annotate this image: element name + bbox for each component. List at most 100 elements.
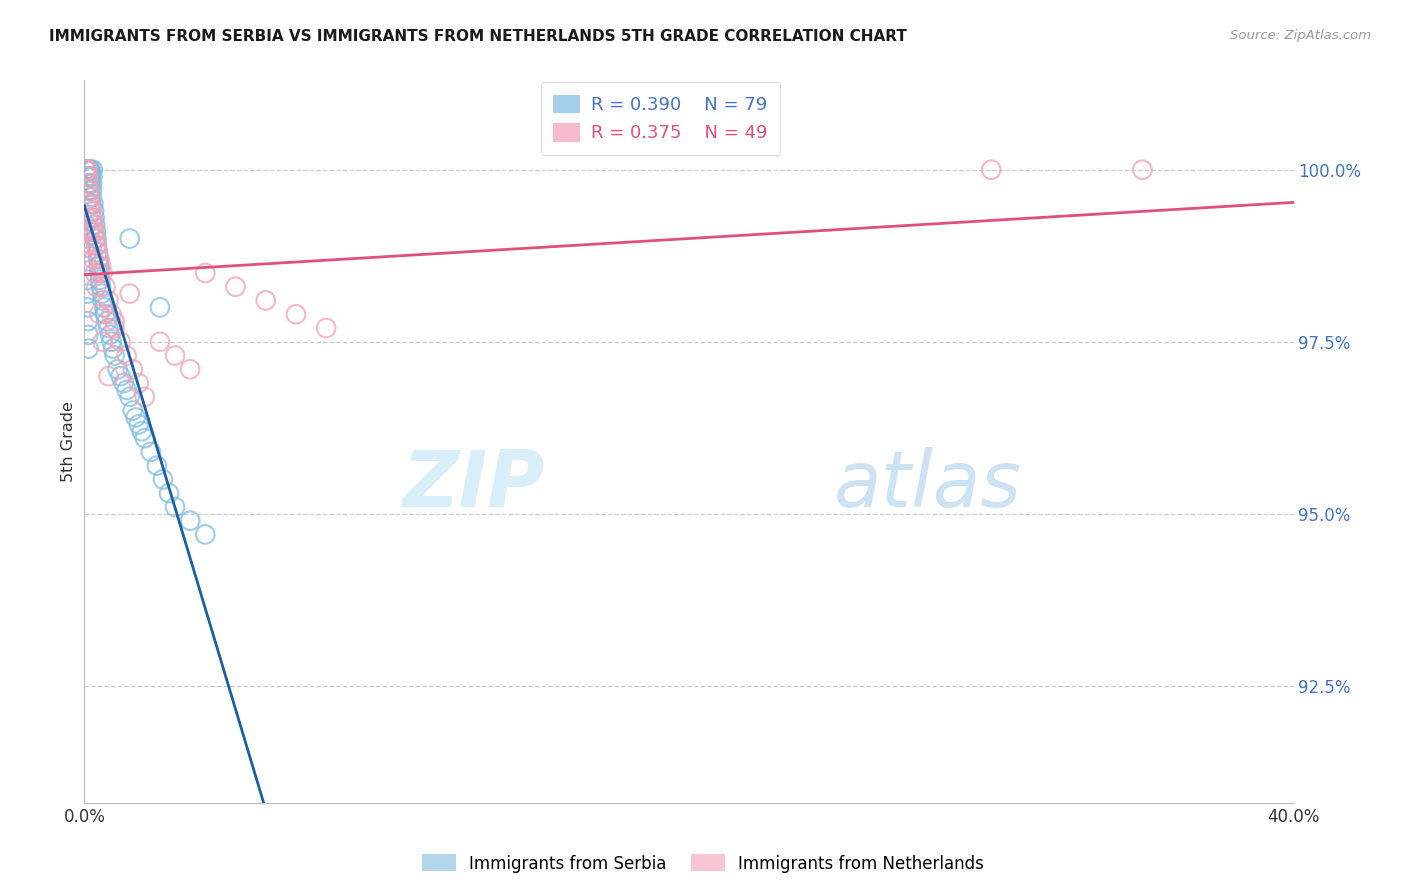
Point bbox=[77, 314, 100, 328]
Point bbox=[77, 169, 100, 184]
Point bbox=[157, 486, 180, 500]
Point bbox=[79, 183, 101, 197]
Point bbox=[115, 383, 138, 397]
Point bbox=[84, 266, 107, 280]
Point bbox=[82, 169, 104, 184]
Point bbox=[134, 431, 156, 445]
Point bbox=[82, 197, 104, 211]
Point bbox=[254, 293, 277, 308]
Point bbox=[84, 218, 107, 232]
Point bbox=[121, 362, 143, 376]
Point bbox=[82, 218, 104, 232]
Point bbox=[94, 279, 117, 293]
Point bbox=[80, 238, 103, 252]
Point bbox=[77, 177, 100, 191]
Point bbox=[86, 231, 108, 245]
Point bbox=[285, 307, 308, 321]
Point bbox=[77, 183, 100, 197]
Point bbox=[77, 162, 100, 177]
Point bbox=[76, 197, 98, 211]
Point bbox=[90, 286, 112, 301]
Point bbox=[139, 445, 162, 459]
Point bbox=[315, 321, 337, 335]
Point bbox=[97, 321, 120, 335]
Point bbox=[90, 259, 112, 273]
Point bbox=[79, 177, 101, 191]
Text: Source: ZipAtlas.com: Source: ZipAtlas.com bbox=[1230, 29, 1371, 43]
Point bbox=[77, 183, 100, 197]
Point bbox=[76, 169, 98, 184]
Point bbox=[76, 245, 98, 260]
Point bbox=[77, 177, 100, 191]
Point bbox=[91, 266, 114, 280]
Point bbox=[96, 314, 118, 328]
Point bbox=[87, 259, 110, 273]
Point bbox=[121, 403, 143, 417]
Point bbox=[80, 169, 103, 184]
Point bbox=[77, 162, 100, 177]
Point bbox=[76, 259, 98, 273]
Point bbox=[76, 162, 98, 177]
Point bbox=[80, 162, 103, 177]
Point bbox=[79, 162, 101, 177]
Point bbox=[107, 362, 129, 376]
Point bbox=[179, 362, 201, 376]
Point bbox=[97, 369, 120, 384]
Point bbox=[75, 218, 97, 232]
Point bbox=[97, 293, 120, 308]
Point bbox=[101, 342, 124, 356]
Point bbox=[94, 307, 117, 321]
Point bbox=[76, 301, 98, 315]
Point bbox=[115, 349, 138, 363]
Text: IMMIGRANTS FROM SERBIA VS IMMIGRANTS FROM NETHERLANDS 5TH GRADE CORRELATION CHAR: IMMIGRANTS FROM SERBIA VS IMMIGRANTS FRO… bbox=[49, 29, 907, 45]
Point bbox=[80, 197, 103, 211]
Point bbox=[93, 301, 115, 315]
Point bbox=[76, 162, 98, 177]
Point bbox=[84, 225, 107, 239]
Point bbox=[165, 349, 187, 363]
Point bbox=[110, 369, 132, 384]
Point bbox=[146, 458, 169, 473]
Point bbox=[82, 177, 104, 191]
Point bbox=[128, 417, 150, 432]
Point bbox=[76, 162, 98, 177]
Point bbox=[91, 293, 114, 308]
Point bbox=[194, 527, 217, 541]
Point bbox=[98, 327, 121, 342]
Point bbox=[77, 169, 100, 184]
Text: ZIP: ZIP bbox=[402, 447, 544, 523]
Point bbox=[87, 252, 110, 267]
Point bbox=[83, 211, 105, 225]
Point bbox=[86, 238, 108, 252]
Point bbox=[80, 204, 103, 219]
Point bbox=[76, 162, 98, 177]
Point bbox=[1132, 162, 1154, 177]
Point bbox=[89, 266, 111, 280]
Point bbox=[82, 162, 104, 177]
Point bbox=[79, 190, 101, 204]
Point bbox=[118, 231, 141, 245]
Point bbox=[86, 245, 108, 260]
Point bbox=[112, 376, 135, 390]
Point bbox=[100, 334, 122, 349]
Point bbox=[77, 327, 100, 342]
Point bbox=[77, 177, 100, 191]
Point bbox=[152, 472, 174, 486]
Point bbox=[179, 514, 201, 528]
Point bbox=[90, 279, 112, 293]
Point bbox=[194, 266, 217, 280]
Point bbox=[75, 162, 97, 177]
Point bbox=[77, 162, 100, 177]
Point bbox=[91, 334, 114, 349]
Point bbox=[118, 390, 141, 404]
Point bbox=[89, 273, 111, 287]
Point bbox=[110, 334, 132, 349]
Legend: R = 0.390    N = 79, R = 0.375    N = 49: R = 0.390 N = 79, R = 0.375 N = 49 bbox=[541, 82, 780, 155]
Point bbox=[131, 424, 153, 438]
Point bbox=[104, 321, 127, 335]
Point bbox=[76, 273, 98, 287]
Point bbox=[128, 376, 150, 390]
Point bbox=[77, 211, 100, 225]
Point bbox=[87, 245, 110, 260]
Point bbox=[225, 279, 247, 293]
